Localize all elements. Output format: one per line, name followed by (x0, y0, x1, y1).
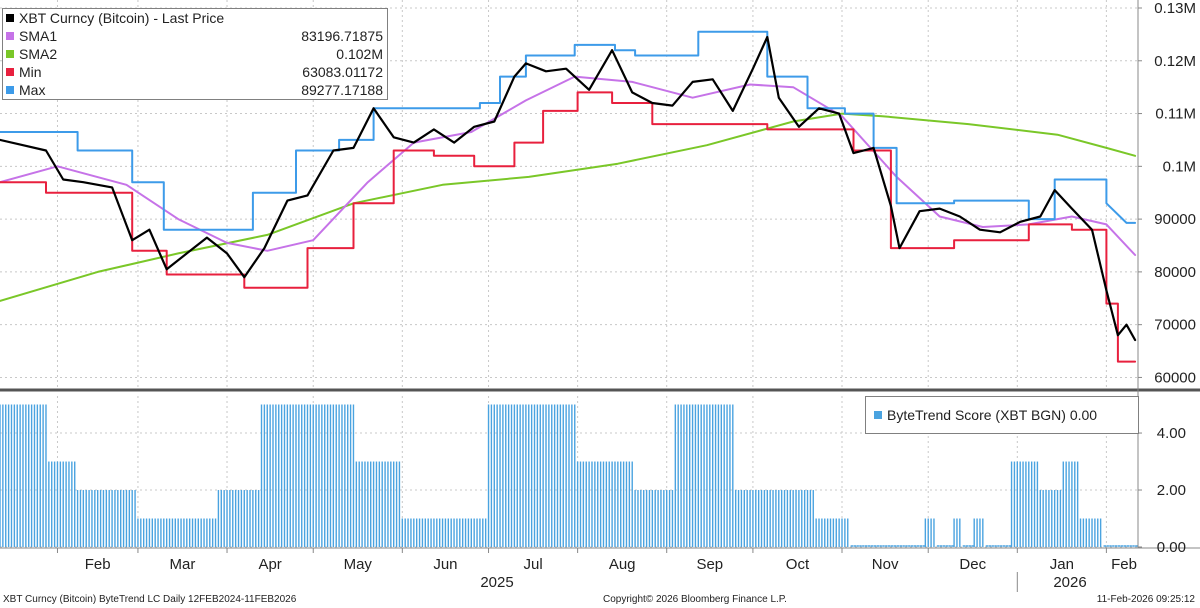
x-month-label: Dec (959, 556, 986, 573)
sma1-line (0, 75, 1137, 256)
legend-label-max: Max (19, 82, 46, 98)
x-month-label: Jun (433, 556, 457, 573)
score-ytick-label: 0.00 (1157, 539, 1186, 556)
price-panel-lines (0, 30, 1137, 363)
price-ytick-label: 90000 (1154, 211, 1196, 228)
legend-row-max: Max 89277.17188 (3, 81, 387, 99)
legend-label-sma1: SMA1 (19, 28, 58, 44)
legend-swatch-min (6, 68, 14, 76)
score-ytick-label: 2.00 (1157, 482, 1186, 499)
price-line (0, 35, 1137, 342)
sma2-line (0, 112, 1137, 302)
price-ytick-label: 0.11M (1155, 106, 1196, 123)
legend-row-sma2: SMA2 0.102M (3, 45, 387, 63)
score-legend-row: ByteTrend Score (XBT BGN) 0.00 (866, 406, 1138, 424)
legend-swatch-sma2 (6, 50, 14, 58)
legend-row-price: XBT Curncy (Bitcoin) - Last Price (3, 9, 387, 27)
min-line (0, 91, 1137, 363)
score-ytick-label: 4.00 (1157, 425, 1186, 442)
price-y-axis: 0.13M 0.12M 0.11M 0.1M 90000 80000 70000 60000 (1138, 0, 1196, 386)
legend-swatch-price (6, 14, 14, 22)
x-month-label: May (344, 556, 373, 573)
x-month-label: Oct (786, 556, 810, 573)
time-x-axis: Feb Mar Apr May Jun Jul Aug Sep Oct Nov Dec Jan Feb 2… (56, 548, 1137, 592)
legend-label-min: Min (19, 64, 42, 80)
score-y-axis: 4.00 2.00 0.00 (1138, 425, 1186, 556)
legend-title: XBT Curncy (Bitcoin) - Last Price (19, 10, 225, 26)
x-month-label: Aug (609, 556, 636, 573)
x-year-label: 2026 (1053, 574, 1086, 591)
price-ytick-label: 80000 (1154, 264, 1196, 281)
score-bars (0, 404, 1138, 547)
price-ytick-label: 60000 (1154, 369, 1196, 386)
legend-swatch-score (874, 411, 882, 419)
score-legend: ByteTrend Score (XBT BGN) 0.00 (865, 396, 1139, 434)
x-month-label: Feb (1111, 556, 1137, 573)
max-line (0, 30, 1137, 231)
x-month-label: Apr (258, 556, 281, 573)
price-ytick-label: 0.13M (1154, 0, 1196, 17)
legend-row-sma1: SMA1 83196.71875 (3, 27, 387, 45)
x-month-label: Feb (85, 556, 111, 573)
x-month-label: Sep (696, 556, 723, 573)
price-ytick-label: 0.1M (1163, 158, 1196, 175)
x-month-label: Nov (872, 556, 899, 573)
legend-swatch-max (6, 86, 14, 94)
legend-value-max: 89277.17188 (301, 82, 383, 98)
price-ytick-label: 0.12M (1154, 53, 1196, 70)
x-month-label: Jan (1050, 556, 1074, 573)
x-year-label: 2025 (480, 574, 513, 591)
x-month-label: Jul (523, 556, 542, 573)
footer-left: XBT Curncy (Bitcoin) ByteTrend LC Daily … (3, 594, 297, 605)
x-month-label: Mar (170, 556, 196, 573)
legend-label-sma2: SMA2 (19, 46, 58, 62)
legend-value-min: 63083.01172 (302, 64, 383, 80)
footer-center: Copyright© 2026 Bloomberg Finance L.P. (603, 594, 787, 605)
score-legend-label: ByteTrend Score (XBT BGN) 0.00 (887, 407, 1098, 423)
legend-value-sma2: 0.102M (336, 46, 383, 62)
legend-swatch-sma1 (6, 32, 14, 40)
footer-right: 11-Feb-2026 09:25:12 (1096, 594, 1195, 605)
legend-row-min: Min 63083.01172 (3, 63, 387, 81)
legend-value-sma1: 83196.71875 (301, 28, 383, 44)
price-legend: XBT Curncy (Bitcoin) - Last Price SMA1 8… (2, 8, 388, 100)
price-ytick-label: 70000 (1154, 317, 1196, 334)
